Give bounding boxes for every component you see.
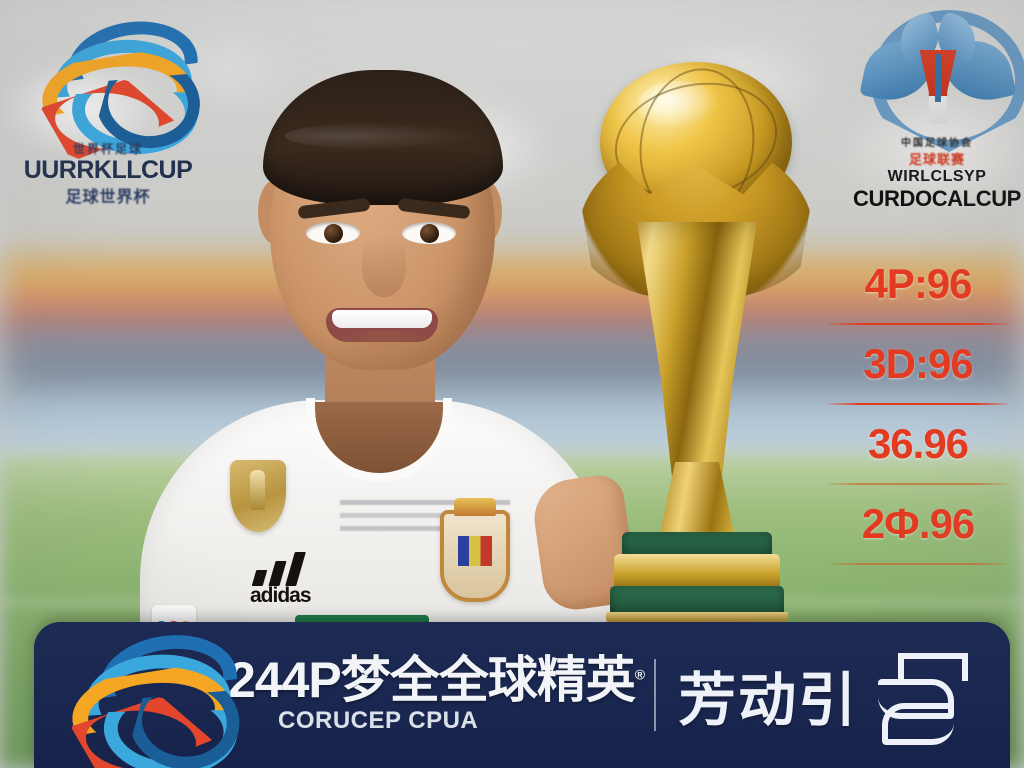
banner-title-sub: CORUCEP CPUA [278,707,479,734]
score-row: 4P:96 [828,245,1008,323]
banner-swirl-logo [62,635,222,755]
crest-cup-line [935,54,941,102]
monogram-stroke-top [898,653,969,681]
adidas-wordmark: adidas [250,584,312,607]
emblem-tl-cn-bottom: 足球世界杯 [65,189,151,207]
crest-flag [458,536,492,566]
banner-monogram-icon [872,649,969,745]
player-teeth [332,310,432,328]
score-row: 36.96 [828,405,1008,483]
champions-badge-icon [230,460,286,532]
player-hair [263,70,503,205]
score-value: 2Ф.96 [861,500,976,547]
swirl-icon [38,18,178,136]
banner-divider [654,659,657,731]
trophy-base-malachite-bottom [610,586,784,616]
stadium-crowd-background [0,0,1024,270]
score-value: 3D:96 [863,340,973,387]
score-divider [828,403,1008,405]
player-eye-left [306,222,360,244]
trophy-base-malachite-top [622,532,772,558]
adidas-stripe-3 [285,552,306,586]
score-row: 3D:96 [828,325,1008,403]
score-divider [828,483,1008,485]
score-list: 4P:96 3D:96 36.96 2Ф.96 [828,245,1008,565]
emblem-top-right: 中国足球协会 足球联赛 WIRLCLSYP CURDOCALCUP [852,6,1024,211]
banner-title-main-text: 244P梦全全球精英 [228,652,636,708]
banner-title-main: 244P梦全全球精英® [228,652,645,708]
adidas-stripe-2 [268,561,287,586]
trophy-stem [658,462,736,542]
emblem-tl-title: UURRKLLCUP [23,156,193,184]
club-crest-icon [440,498,510,602]
emblem-tr-line4: CURDOCALCUP [853,186,1021,211]
score-row: 2Ф.96 [828,485,1008,563]
crest-icon [859,6,1024,152]
emblem-top-left: 世界杯足球 UURRKLLCUP 足球世界杯 [18,18,198,208]
player-photo: adidas [130,30,639,677]
emblem-tr-line3: WIRLCLSYP [887,168,987,185]
player-eye-right [402,222,456,244]
world-cup-trophy [570,60,820,626]
player-nose [362,235,406,297]
crest-crown [454,498,496,516]
monogram-stroke-middle [878,679,955,719]
bottom-banner: 244P梦全全球精英® CORUCEP CPUA 芳动引 [34,622,1010,768]
trophy-base-gold-band [614,554,780,590]
player-pupil-right [420,224,439,243]
banner-title-block: 244P梦全全球精英® CORUCEP CPUA [228,652,645,735]
score-divider [828,323,1008,325]
player-pupil-left [324,224,343,243]
player-chin [328,330,440,374]
registered-mark: ® [634,666,645,683]
swirl-icon [68,631,216,756]
emblem-tr-line2: 足球联赛 [908,152,965,167]
score-value: 36.96 [867,420,969,467]
score-value: 4P:96 [864,260,972,307]
banner-brand-cn: 芳动引 [678,668,859,733]
emblem-tr-line1: 中国足球协会 [901,138,973,149]
score-divider [828,563,1008,565]
monogram-stroke-bottom [882,703,955,745]
player-mouth [326,308,438,342]
emblem-tl-cn-top: 世界杯足球 [72,142,143,156]
adidas-logo: adidas [250,552,342,607]
